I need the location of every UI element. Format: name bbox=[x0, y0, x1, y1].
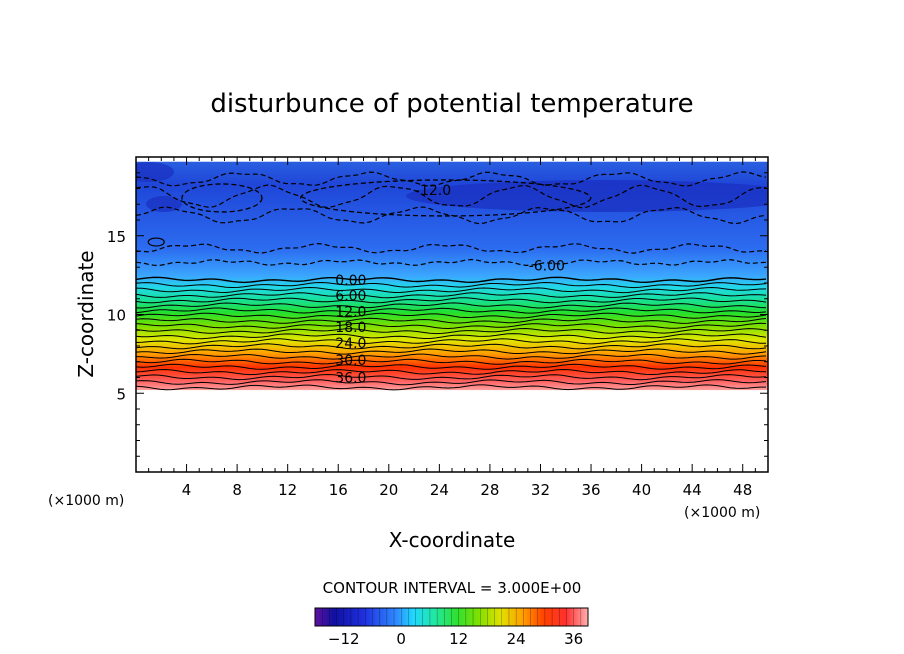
x-ticks: 4 8 12 16 20 24 28 32 36 40 44 48 bbox=[148, 157, 756, 499]
contour-label: 30.0 bbox=[335, 353, 366, 369]
contour-line bbox=[136, 297, 767, 304]
contour-line bbox=[136, 353, 767, 360]
x-tick-label: 44 bbox=[683, 481, 702, 499]
contour-line bbox=[136, 384, 766, 391]
contour-line bbox=[136, 333, 767, 340]
contour-line bbox=[136, 292, 767, 299]
contour-label: 0.00 bbox=[335, 273, 366, 289]
contour-line bbox=[136, 322, 767, 330]
contour-label: 6.00 bbox=[335, 289, 366, 305]
negative-contour-lines bbox=[136, 171, 767, 267]
contour-line bbox=[136, 363, 767, 370]
x-tick-label: 36 bbox=[581, 481, 600, 499]
cold-blob bbox=[406, 180, 768, 212]
contour-interval-text: CONTOUR INTERVAL = 3.000E+00 bbox=[323, 579, 582, 597]
y-axis-label: Z-coordinate bbox=[74, 250, 98, 377]
x-tick-label: 28 bbox=[480, 481, 499, 499]
colorbar-tick-label: 24 bbox=[507, 630, 526, 648]
cold-blob bbox=[830, 164, 882, 180]
x-tick-label: 8 bbox=[232, 481, 242, 499]
dashed-contour-line bbox=[136, 242, 767, 254]
cold-blob bbox=[858, 230, 894, 242]
x-tick-label: 40 bbox=[632, 481, 651, 499]
cold-blob bbox=[136, 162, 174, 182]
x-tick-label: 12 bbox=[278, 481, 297, 499]
dashed-contour-ring bbox=[300, 179, 592, 217]
colorbar-tick-label: 36 bbox=[564, 630, 583, 648]
contour-line bbox=[136, 348, 767, 355]
cold-blob bbox=[146, 196, 182, 212]
closed-contour bbox=[147, 237, 165, 247]
colorbar-tick-label: −12 bbox=[328, 630, 360, 648]
dashed-contour-line bbox=[136, 206, 767, 225]
contour-label: -6.00 bbox=[529, 259, 565, 275]
contour-line bbox=[136, 281, 767, 289]
x-axis-label: X-coordinate bbox=[389, 528, 516, 552]
dashed-contour-line bbox=[136, 184, 767, 209]
dashed-contour-line bbox=[136, 171, 767, 187]
colorbar-segments bbox=[314, 608, 589, 626]
x-tick-label: 48 bbox=[733, 481, 752, 499]
contour-line bbox=[136, 343, 767, 350]
contour-line bbox=[136, 327, 767, 335]
contour-label: 18.0 bbox=[335, 320, 366, 336]
colorbar-tick-label: 12 bbox=[449, 630, 468, 648]
contour-line bbox=[136, 373, 767, 381]
chart-title: disturbunce of potential temperature bbox=[210, 89, 693, 119]
contour-line bbox=[136, 317, 767, 324]
contour-line bbox=[136, 338, 767, 345]
dashed-contour-line bbox=[136, 258, 767, 267]
colorbar-ticks: −12 0 12 24 36 bbox=[328, 630, 583, 648]
contour-line bbox=[136, 307, 767, 314]
x-unit-left: (×1000 m) bbox=[48, 493, 124, 509]
x-tick-label: 4 bbox=[182, 481, 192, 499]
colorbar-tick-label: 0 bbox=[396, 630, 406, 648]
contour-line bbox=[136, 368, 767, 376]
x-tick-label: 24 bbox=[430, 481, 449, 499]
contour-lines bbox=[136, 276, 767, 391]
contour-label: -12.0 bbox=[415, 183, 451, 199]
y-tick-label: 10 bbox=[107, 307, 126, 325]
x-unit-right: (×1000 m) bbox=[684, 505, 760, 521]
contour-label: 24.0 bbox=[335, 336, 366, 352]
colorbar-frame bbox=[314, 607, 589, 627]
dashed-contour-ring bbox=[181, 183, 263, 213]
contour-line bbox=[136, 312, 767, 319]
contour-line bbox=[136, 286, 767, 294]
x-tick-label: 16 bbox=[329, 481, 348, 499]
y-tick-label: 5 bbox=[116, 385, 126, 403]
y-tick-label: 15 bbox=[107, 228, 126, 246]
contour-line bbox=[136, 358, 767, 365]
cold-anomalies bbox=[136, 162, 894, 242]
contour-line bbox=[136, 379, 767, 386]
contour-line bbox=[136, 276, 767, 284]
contour-label: 12.0 bbox=[335, 304, 366, 320]
x-tick-label: 20 bbox=[379, 481, 398, 499]
contour-line bbox=[136, 302, 767, 309]
contour-label: 36.0 bbox=[335, 371, 366, 387]
colorbar: −12 0 12 24 36 bbox=[314, 607, 589, 648]
y-ticks: 5 10 15 bbox=[107, 172, 768, 457]
x-tick-label: 32 bbox=[531, 481, 550, 499]
